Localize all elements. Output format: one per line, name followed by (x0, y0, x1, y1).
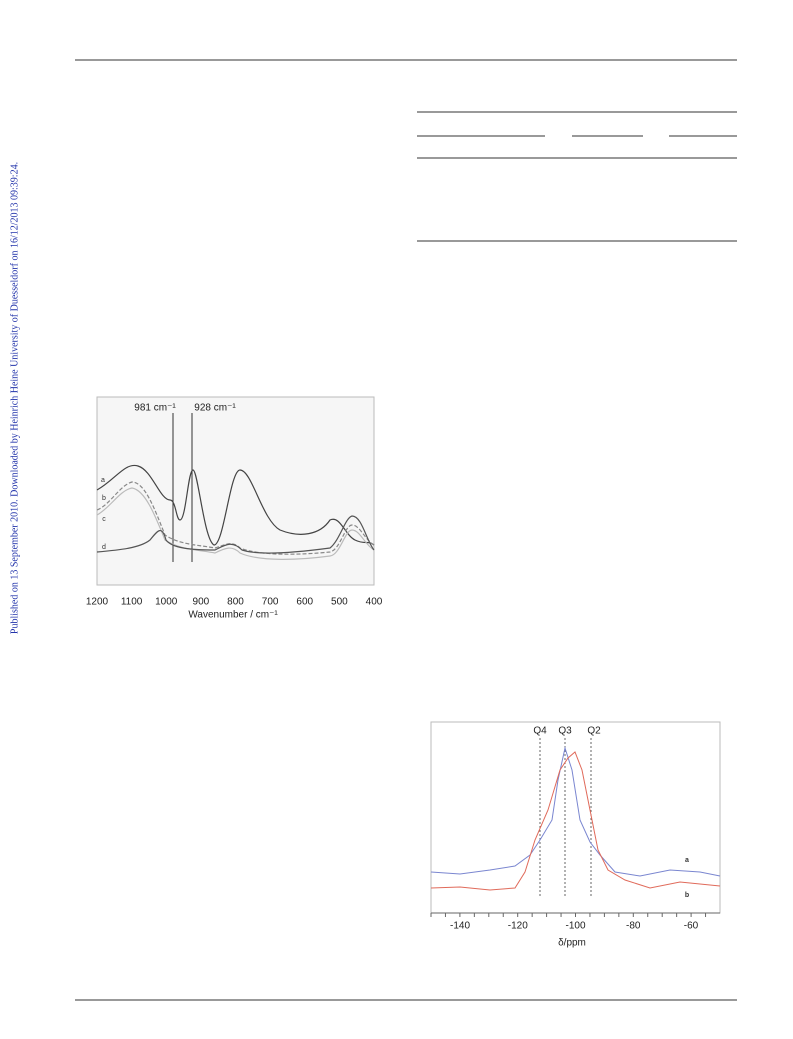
x-tick-label: 600 (296, 597, 313, 608)
curve-label: c (102, 516, 106, 523)
annotation: 981 cm⁻¹ (134, 403, 176, 414)
figure-ir: 1200 1100 1000 900 800 700 600 500 400 Wavenumber… (86, 396, 383, 621)
x-tick-label: -80 (626, 921, 641, 932)
x-tick-label: -100 (565, 921, 585, 932)
x-axis-label: δ/ppm (558, 938, 586, 949)
curve-b (430, 751, 721, 891)
annotation: 928 cm⁻¹ (194, 403, 236, 414)
table-rules (417, 111, 737, 242)
curve-label: b (685, 892, 689, 899)
x-tick-label: -140 (450, 921, 470, 932)
x-tick-label: 900 (193, 597, 210, 608)
curve-c (96, 487, 375, 560)
side-note: Published on 13 September 2010. Download… (9, 162, 20, 634)
x-tick-label: -120 (508, 921, 528, 932)
x-tick-label: 700 (262, 597, 279, 608)
x-tick-label: 400 (366, 597, 383, 608)
curve-a (430, 746, 721, 877)
plot-frame (430, 721, 721, 914)
figure-nmr: -140 -120 -100 -80 -60 δ/ppm Q4 Q3 Q2 a b (430, 721, 721, 949)
curve-label: b (102, 495, 106, 502)
annotation: Q3 (558, 726, 572, 737)
annotation: Q4 (533, 726, 547, 737)
x-axis-label: Wavenumber / cm⁻¹ (188, 610, 278, 621)
x-tick-label: -60 (684, 921, 699, 932)
x-tick-label: 1000 (155, 597, 178, 608)
x-tick-label: 800 (227, 597, 244, 608)
curve-label: a (101, 477, 105, 484)
curve-a (96, 464, 375, 546)
x-tick-label: 1100 (121, 597, 143, 608)
curve-label: a (685, 857, 689, 864)
plot-frame (96, 396, 375, 586)
annotation: Q2 (587, 726, 601, 737)
x-tick-label: 1200 (86, 597, 109, 608)
curve-label: d (102, 544, 106, 551)
x-tick-label: 500 (331, 597, 348, 608)
curve-d (96, 515, 375, 554)
